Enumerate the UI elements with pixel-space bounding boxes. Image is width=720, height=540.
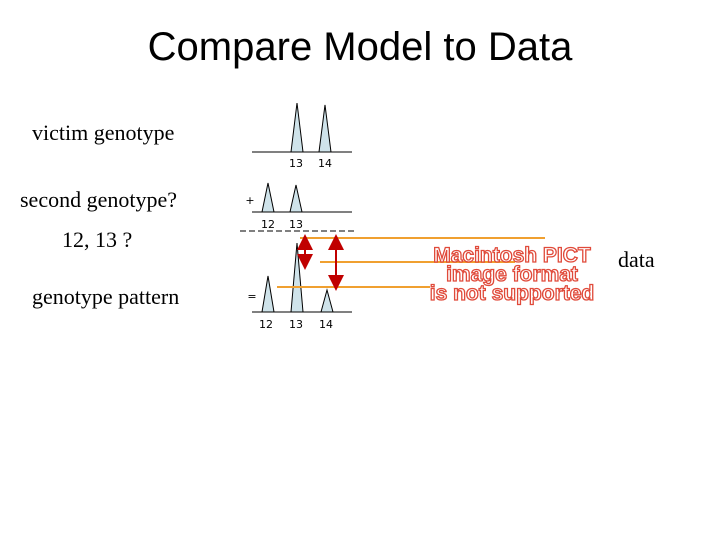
peak — [290, 102, 304, 153]
allele-label: 13 — [289, 318, 303, 331]
allele-label: 13 — [289, 157, 303, 170]
peak — [289, 184, 303, 213]
peak — [261, 275, 275, 313]
data-label: data — [618, 247, 655, 272]
peak — [290, 242, 304, 313]
operator: = — [247, 290, 256, 303]
image-placeholder: is not supported — [430, 282, 595, 305]
pattern-label: genotype pattern — [32, 284, 179, 309]
allele-label: 14 — [318, 157, 332, 170]
image-placeholder: image format — [446, 263, 578, 286]
allele-label: 13 — [289, 218, 303, 231]
victim-label: victim genotype — [32, 120, 174, 145]
allele-label: 12 — [261, 218, 275, 231]
image-placeholder: Macintosh PICT — [433, 244, 591, 267]
peak — [318, 104, 332, 153]
title: Compare Model to Data — [148, 25, 573, 69]
second-label: second genotype? — [20, 187, 177, 212]
operator: + — [245, 194, 254, 207]
peak — [320, 288, 334, 313]
allele-label: 12 — [259, 318, 273, 331]
peak — [261, 182, 275, 213]
alleles-label: 12, 13 ? — [62, 227, 132, 252]
allele-label: 14 — [319, 318, 333, 331]
